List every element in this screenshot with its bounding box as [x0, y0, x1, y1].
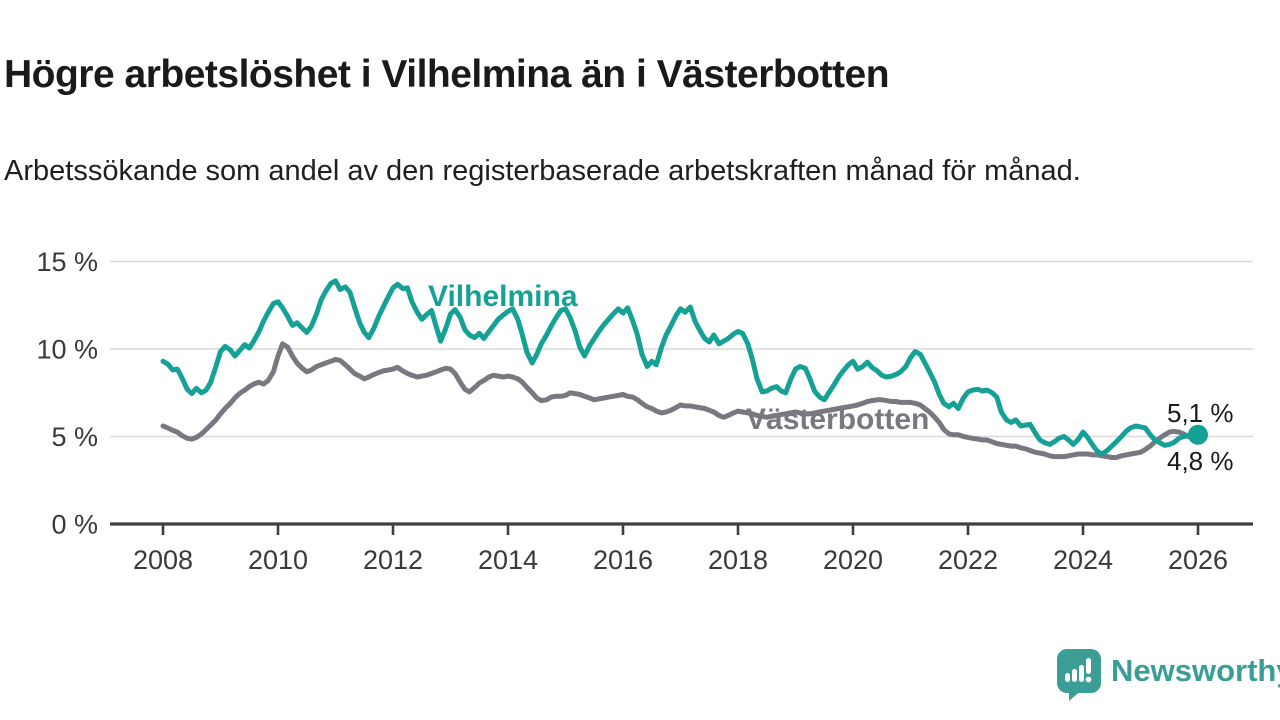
y-axis-tick-label: 10 %	[36, 335, 98, 365]
page-title: Högre arbetslöshet i Vilhelmina än i Väs…	[4, 53, 890, 97]
x-axis-tick-label: 2020	[823, 545, 883, 575]
x-axis-tick-label: 2024	[1053, 545, 1113, 575]
series-label-vasterbotten: Västerbotten	[746, 403, 930, 436]
end-value-label-vasterbotten: 4,8 %	[1167, 446, 1234, 476]
newsworthy-logo-icon	[1057, 649, 1101, 701]
x-axis-tick-label: 2014	[478, 545, 538, 575]
end-value-label-vilhelmina: 5,1 %	[1167, 398, 1234, 428]
end-dot-vilhelmina	[1188, 424, 1208, 445]
x-axis-tick-label: 2022	[938, 545, 998, 575]
x-axis-tick-label: 2018	[708, 545, 768, 575]
x-axis-tick-label: 2008	[133, 545, 193, 575]
y-axis-tick-label: 15 %	[36, 247, 98, 277]
x-axis-tick-label: 2026	[1168, 545, 1228, 575]
newsworthy-logo: Newsworthy	[1056, 648, 1280, 704]
x-axis-tick-label: 2016	[593, 545, 653, 575]
y-axis-tick-label: 0 %	[51, 510, 98, 540]
series-label-vilhelmina: Vilhelmina	[428, 280, 578, 313]
chart-subtitle: Arbetssökande som andel av den registerb…	[4, 155, 1081, 187]
series-line-västerbotten	[160, 341, 1201, 460]
y-axis-tick-label: 5 %	[51, 422, 98, 452]
series-line-vilhelmina	[160, 278, 1201, 457]
x-axis-tick-label: 2010	[248, 545, 308, 575]
newsworthy-logo-text: Newsworthy	[1111, 653, 1280, 688]
x-axis-tick-label: 2012	[363, 545, 423, 575]
